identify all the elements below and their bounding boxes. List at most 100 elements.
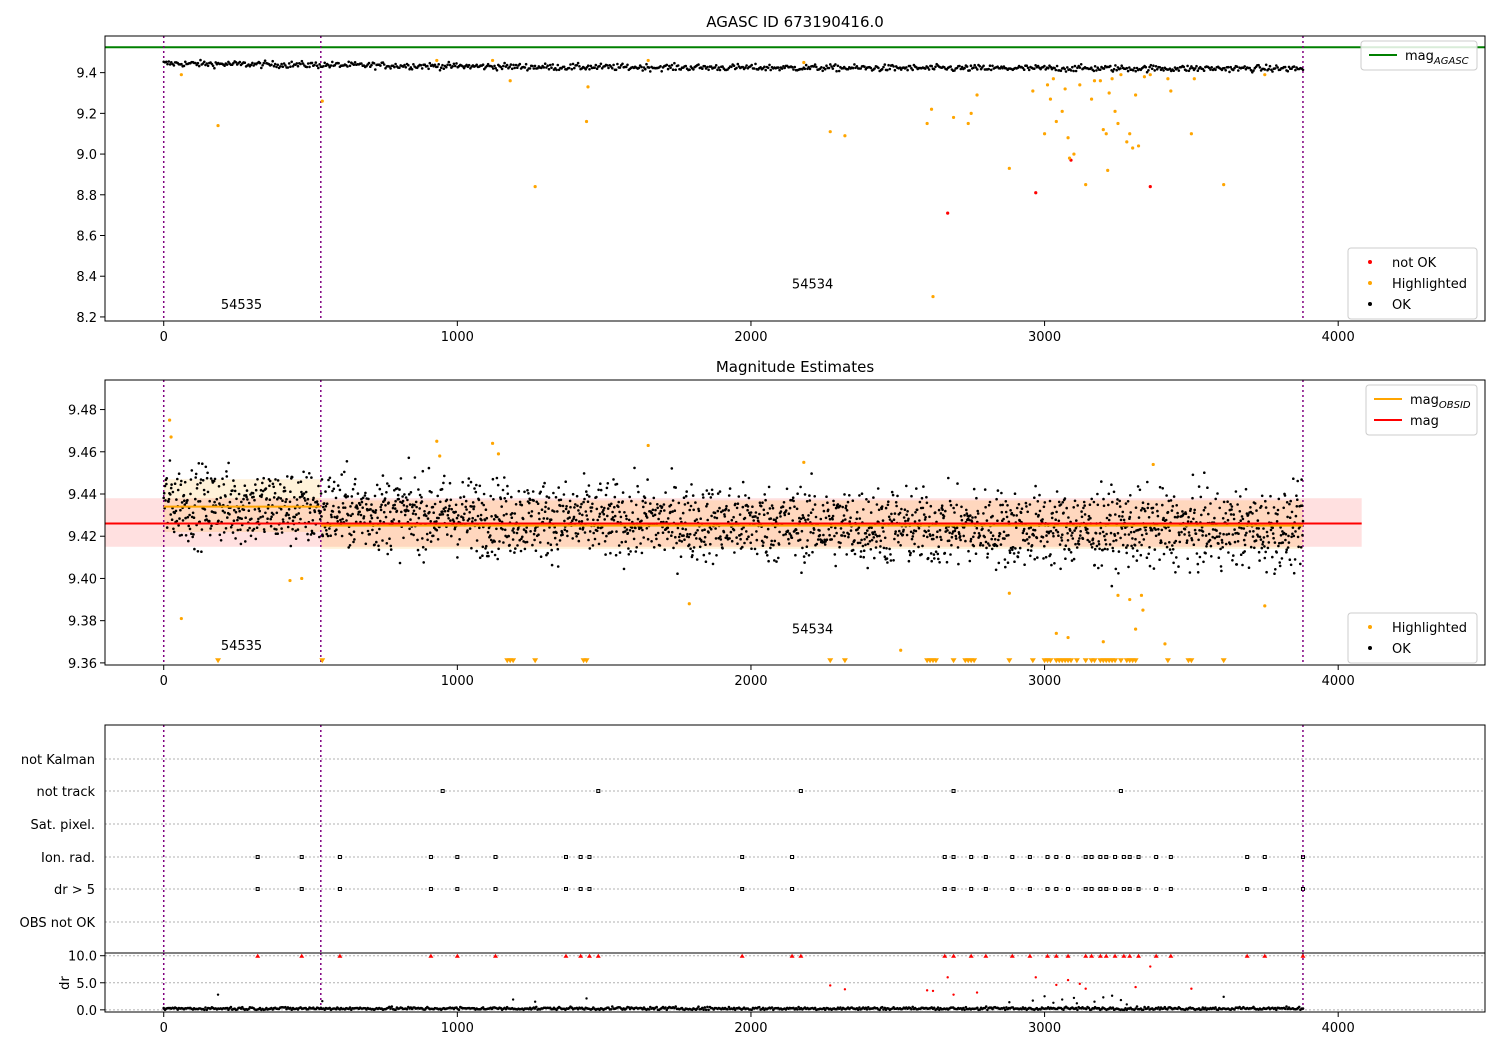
- panel2-ok-point: [317, 484, 320, 488]
- panel2-ok-point: [691, 549, 695, 553]
- panel2-ok-point: [590, 506, 594, 509]
- panel2-ok-point: [681, 527, 684, 530]
- panel2-ok-point: [436, 494, 440, 498]
- panel2-ok-point: [424, 548, 428, 551]
- panel2-ok-point: [1129, 511, 1132, 514]
- panel2-ok-point: [1247, 566, 1251, 569]
- panel1-ok-point: [263, 59, 267, 62]
- panel2-ok-point: [847, 535, 850, 539]
- panel2-ok-point: [449, 498, 453, 502]
- panel1-ok-point: [606, 64, 609, 67]
- panel2-ok-point: [322, 505, 325, 509]
- panel2-ok-point: [1226, 518, 1230, 522]
- panel2-ok-point: [563, 519, 566, 523]
- panel2-ok-point: [291, 519, 295, 523]
- panel2-ok-point: [1217, 542, 1220, 545]
- panel2-ok-point: [1142, 538, 1146, 541]
- panel2-ok-point: [779, 515, 782, 518]
- panel2-ok-point: [474, 490, 478, 494]
- panel2-ok-point: [1140, 533, 1144, 537]
- panel2-ok-point: [1113, 534, 1117, 537]
- panel2-ok-point: [1118, 499, 1121, 503]
- panel2-ok-point: [799, 485, 802, 489]
- panel4-dr-mid-point: [1110, 994, 1114, 997]
- panel2-ok-point: [1265, 530, 1269, 534]
- panel1-ok-point: [290, 60, 294, 64]
- panel2-ok-point: [382, 510, 386, 514]
- panel4-ok-point: [1020, 1007, 1023, 1011]
- panel2-ok-point: [1050, 563, 1053, 567]
- panel2-ok-point: [520, 503, 524, 507]
- panel2-ok-point: [1036, 500, 1040, 503]
- panel2-ok-point: [378, 527, 381, 531]
- panel1-ok-point: [352, 63, 356, 66]
- panel1-bottom-legend-label: not OK: [1392, 256, 1437, 271]
- panel1-ok-point: [453, 64, 457, 68]
- panel2-ok-point: [214, 511, 217, 514]
- panel2-highlighted-point: [1116, 593, 1120, 597]
- panel1-highlighted-point: [802, 60, 806, 65]
- panel2-ok-point: [170, 518, 174, 521]
- panel4-ok-point: [289, 1006, 292, 1010]
- panel4-xtick-label: 4000: [1322, 1021, 1355, 1036]
- panel2-ok-point: [1071, 531, 1074, 535]
- panel2-ok-point: [1075, 546, 1079, 549]
- panel2-ok-point: [1137, 516, 1141, 519]
- panel2-ok-point: [244, 540, 247, 543]
- panel2-bottom-legend-label: OK: [1392, 642, 1411, 657]
- panel2-ok-point: [617, 505, 620, 509]
- panel2-ok-point: [360, 497, 363, 501]
- panel2-ok-point: [1300, 478, 1303, 481]
- panel2-ok-point: [1255, 509, 1258, 512]
- panel2-ok-point: [892, 559, 895, 562]
- panel1-ok-point: [367, 61, 371, 65]
- panel2-ok-point: [738, 513, 742, 516]
- panel2-ok-point: [765, 536, 769, 539]
- panel2-ok-point: [1251, 512, 1254, 515]
- panel2-ok-point: [1071, 537, 1075, 540]
- panel2-ok-point: [167, 500, 170, 503]
- panel2-ok-point: [600, 505, 603, 509]
- panel4-ok-point: [910, 1007, 913, 1011]
- panel2-ok-point: [985, 546, 988, 550]
- panel1-ok-point: [469, 67, 472, 70]
- panel2-ok-point: [969, 537, 973, 541]
- panel2-ok-point: [684, 528, 688, 531]
- panel2-ok-point: [1118, 505, 1122, 508]
- panel2-ok-point: [471, 520, 474, 523]
- panel2-ok-point: [1174, 539, 1178, 543]
- panel2-ok-point: [270, 515, 273, 519]
- panel2-ok-point: [1190, 538, 1194, 542]
- panel1-ok-point: [379, 64, 382, 67]
- panel2-ok-point: [514, 503, 518, 506]
- panel2-ok-point: [789, 498, 792, 502]
- panel2-ok-point: [1041, 535, 1045, 539]
- panel1-not-ok-point: [1034, 191, 1038, 195]
- panel2-ok-point: [527, 511, 531, 515]
- panel2-ok-point: [287, 508, 291, 511]
- panel1-ok-point: [834, 63, 837, 66]
- panel2-ok-point: [222, 483, 226, 486]
- panel2-ok-point: [1035, 536, 1039, 540]
- panel2-bottom-legend-marker: [1368, 625, 1372, 629]
- panel2-ok-point: [1271, 526, 1274, 530]
- panel1-highlighted-point: [533, 185, 537, 189]
- panel3-flag-marker: [740, 887, 745, 891]
- panel2-xtick-label: 0: [160, 674, 168, 689]
- panel1-ok-point: [1224, 69, 1227, 72]
- panel2-ok-point: [790, 536, 794, 539]
- panel1-ok-point: [247, 63, 250, 66]
- panel2-ok-point: [991, 514, 994, 518]
- panel2-ok-point: [429, 520, 433, 523]
- panel2-ok-point: [181, 519, 185, 522]
- panel4-dr-mid-point: [1093, 1000, 1096, 1003]
- panel2-ok-point: [1164, 542, 1167, 545]
- panel2-ok-point: [751, 505, 754, 509]
- panel1-ok-point: [644, 67, 647, 71]
- panel2-ok-point: [539, 555, 543, 558]
- panel2-ok-point: [1267, 541, 1271, 544]
- panel2-ok-point: [1269, 494, 1272, 498]
- panel4-ok-point: [1085, 1007, 1088, 1011]
- panel2-ok-point: [295, 513, 298, 516]
- panel2-ok-point: [571, 519, 574, 522]
